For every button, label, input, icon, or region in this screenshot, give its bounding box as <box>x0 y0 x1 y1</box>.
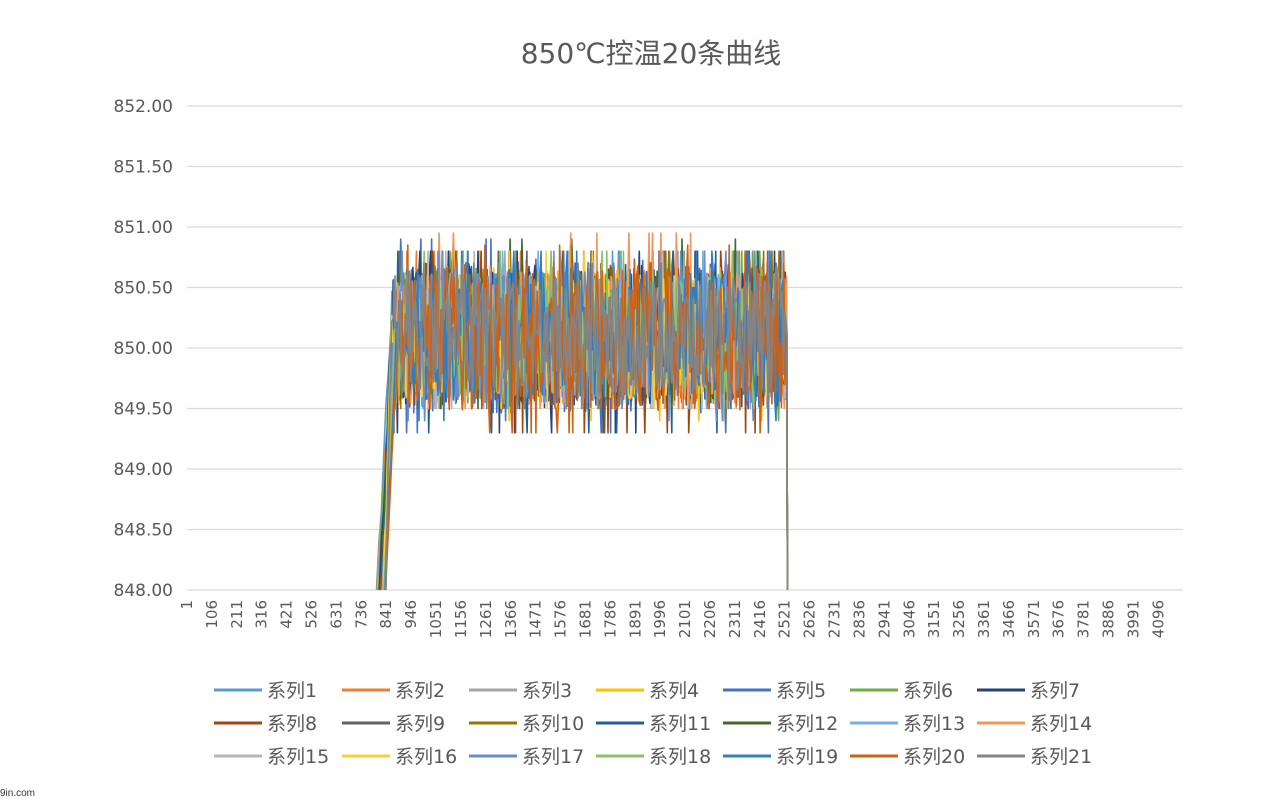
x-tick-label: 1 <box>178 600 196 610</box>
legend-label: 系列20 <box>903 746 965 768</box>
legend-label: 系列3 <box>522 680 572 702</box>
legend-label: 系列1 <box>267 680 317 702</box>
x-tick-label: 2101 <box>676 600 694 638</box>
legend-label: 系列18 <box>649 746 711 768</box>
legend-label: 系列14 <box>1030 713 1092 735</box>
x-tick-label: 3466 <box>1000 600 1018 638</box>
series-line-21 <box>385 262 789 591</box>
y-tick-label: 849.50 <box>114 400 173 420</box>
x-tick-label: 2836 <box>850 600 868 638</box>
footer-watermark: 9in.com <box>0 788 36 799</box>
x-tick-label: 736 <box>352 600 370 629</box>
x-tick-label: 631 <box>327 600 345 629</box>
x-tick-label: 3046 <box>900 600 918 638</box>
x-tick-label: 2416 <box>751 600 769 638</box>
x-tick-label: 1156 <box>452 600 470 638</box>
y-tick-label: 848.00 <box>114 581 173 601</box>
x-tick-label: 1051 <box>427 600 445 638</box>
x-tick-label: 2311 <box>726 600 744 638</box>
y-tick-label: 850.50 <box>114 279 173 299</box>
x-tick-label: 4096 <box>1149 600 1167 638</box>
x-tick-label: 1996 <box>651 600 669 638</box>
legend-label: 系列10 <box>522 713 584 735</box>
x-tick-label: 3361 <box>975 600 993 638</box>
x-tick-label: 3781 <box>1075 600 1093 638</box>
x-tick-label: 316 <box>253 600 271 629</box>
x-tick-label: 1681 <box>576 600 594 638</box>
y-tick-label: 848.50 <box>114 521 173 541</box>
legend-label: 系列6 <box>903 680 953 702</box>
y-tick-label: 852.00 <box>114 97 173 117</box>
legend-label: 系列17 <box>522 746 584 768</box>
x-tick-label: 841 <box>377 600 395 629</box>
legend-label: 系列13 <box>903 713 965 735</box>
legend-label: 系列4 <box>649 680 699 702</box>
x-tick-label: 2941 <box>875 600 893 638</box>
x-tick-label: 1366 <box>502 600 520 638</box>
legend-label: 系列8 <box>267 713 317 735</box>
x-tick-label: 1786 <box>601 600 619 638</box>
x-tick-label: 2626 <box>801 600 819 638</box>
x-tick-label: 3151 <box>925 600 943 638</box>
y-axis-ticks: 848.00 848.50 849.00 849.50 850.00 850.50 851.… <box>114 97 173 601</box>
x-tick-label: 2206 <box>701 600 719 638</box>
legend-label: 系列12 <box>776 713 838 735</box>
legend-label: 系列2 <box>395 680 445 702</box>
x-tick-label: 3886 <box>1100 600 1118 638</box>
x-tick-label: 3571 <box>1025 600 1043 638</box>
chart-title: 850℃控温20条曲线 <box>521 37 782 70</box>
legend-label: 系列15 <box>267 746 329 768</box>
legend-label: 系列9 <box>395 713 445 735</box>
y-tick-label: 851.50 <box>114 158 173 178</box>
legend-label: 系列11 <box>649 713 711 735</box>
series-lines <box>375 232 789 591</box>
x-tick-label: 2731 <box>826 600 844 638</box>
x-tick-label: 2521 <box>776 600 794 638</box>
legend-label: 系列16 <box>395 746 457 768</box>
x-tick-label: 106 <box>203 600 221 629</box>
x-tick-label: 3676 <box>1050 600 1068 638</box>
y-tick-label: 851.00 <box>114 218 173 238</box>
x-tick-label: 946 <box>402 600 420 629</box>
x-tick-label: 3256 <box>950 600 968 638</box>
x-tick-label: 1471 <box>527 600 545 638</box>
x-tick-label: 421 <box>278 600 296 629</box>
y-tick-label: 850.00 <box>114 339 173 359</box>
y-tick-label: 849.00 <box>114 460 173 480</box>
legend: 系列1 系列2 系列3 系列4 系列5 系列6 系列7 系列8 系列9 系列10 系列11 系列12 系… <box>214 680 1092 768</box>
x-tick-label: 526 <box>303 600 321 629</box>
legend-label: 系列7 <box>1030 680 1080 702</box>
x-tick-label: 1891 <box>626 600 644 638</box>
x-axis-ticks: 1 106 211 316 421 526 631 736 841 946 1051 1156 1261… <box>178 600 1167 638</box>
x-tick-label: 3991 <box>1124 600 1142 638</box>
legend-label: 系列19 <box>776 746 838 768</box>
legend-label: 系列21 <box>1030 746 1092 768</box>
x-tick-label: 1576 <box>552 600 570 638</box>
legend-label: 系列5 <box>776 680 826 702</box>
x-tick-label: 1261 <box>477 600 495 638</box>
x-tick-label: 211 <box>228 600 246 629</box>
